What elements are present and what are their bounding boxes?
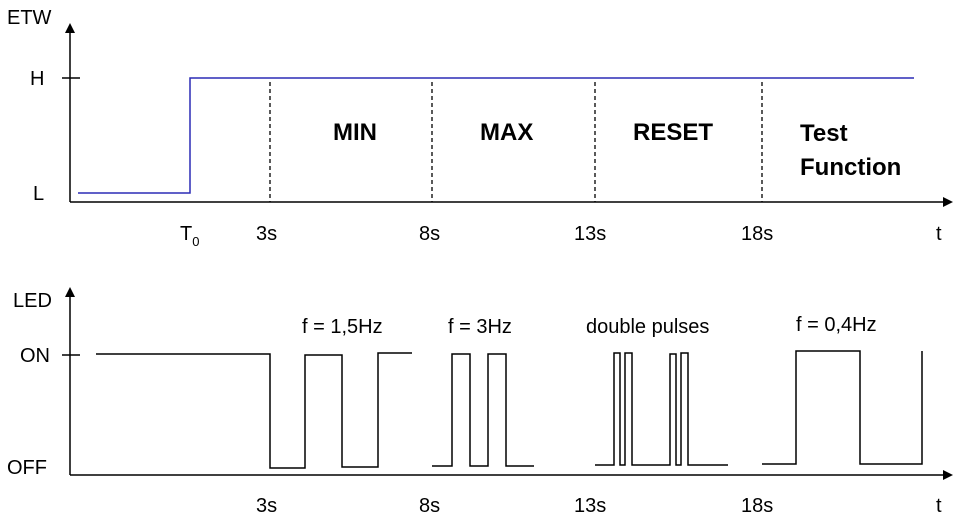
etw-level-high: H bbox=[30, 68, 44, 90]
led-tick-3s: 3s bbox=[256, 495, 277, 517]
led-annotation-test: f = 0,4Hz bbox=[796, 314, 877, 336]
led-annotation-max: f = 3Hz bbox=[448, 316, 512, 338]
led-wave-steady-on bbox=[96, 352, 412, 469]
led-wave-test bbox=[762, 350, 923, 465]
phase-label-reset: RESET bbox=[633, 119, 713, 146]
etw-t0-subscript: 0 bbox=[192, 234, 199, 249]
etw-t0-main: T bbox=[180, 223, 192, 245]
led-wave-reset bbox=[595, 352, 728, 466]
led-x-axis-label: t bbox=[936, 495, 942, 517]
phase-label-min: MIN bbox=[333, 119, 377, 146]
led-chart: LED ON OFF f = 1,5Hz f = 3Hz double puls… bbox=[7, 287, 953, 517]
etw-tick-18s: 18s bbox=[741, 223, 773, 245]
led-annotation-reset: double pulses bbox=[586, 316, 709, 338]
phase-label-test-line1: Test bbox=[800, 120, 848, 147]
etw-t0-label: T0 bbox=[180, 223, 199, 249]
led-tick-13s: 13s bbox=[574, 495, 606, 517]
etw-tick-3s: 3s bbox=[256, 223, 277, 245]
etw-tick-8s: 8s bbox=[419, 223, 440, 245]
etw-signal-line bbox=[78, 77, 914, 194]
led-y-axis-label: LED bbox=[13, 290, 52, 312]
led-wave-max bbox=[432, 353, 534, 467]
etw-level-low: L bbox=[33, 183, 44, 205]
led-level-off: OFF bbox=[7, 457, 47, 479]
etw-chart: ETW H L MIN MAX RESET Test Function T0 3… bbox=[7, 7, 953, 249]
led-level-on: ON bbox=[20, 345, 50, 367]
led-annotation-min: f = 1,5Hz bbox=[302, 316, 383, 338]
led-tick-18s: 18s bbox=[741, 495, 773, 517]
phase-label-test-line2: Function bbox=[800, 154, 901, 181]
etw-tick-13s: 13s bbox=[574, 223, 606, 245]
phase-label-max: MAX bbox=[480, 119, 533, 146]
led-tick-8s: 8s bbox=[419, 495, 440, 517]
etw-x-axis-label: t bbox=[936, 223, 942, 245]
etw-y-axis-label: ETW bbox=[7, 7, 52, 29]
